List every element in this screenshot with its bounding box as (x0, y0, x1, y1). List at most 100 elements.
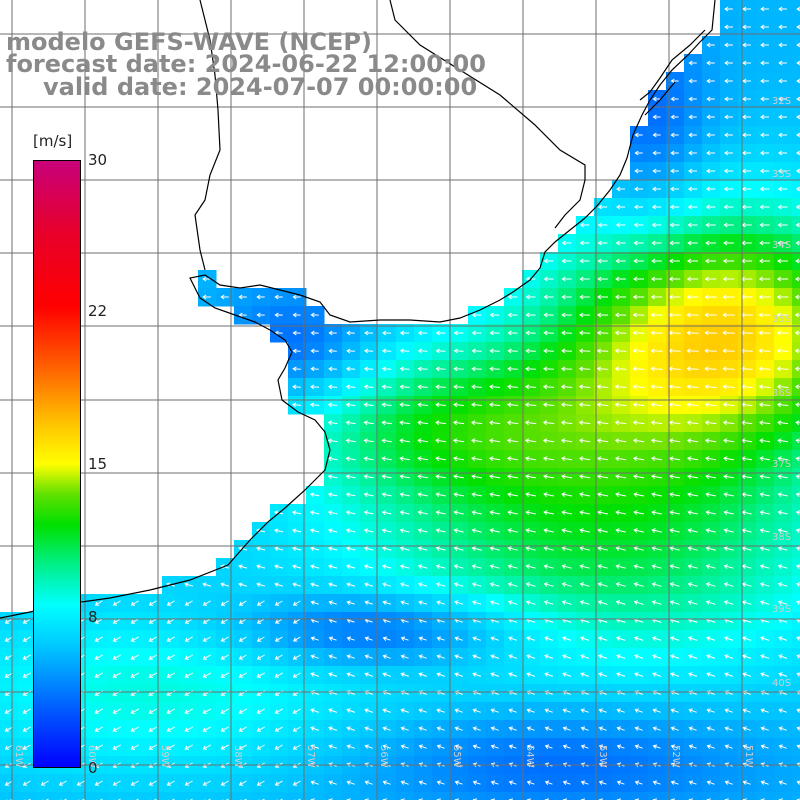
wind-arrow (166, 780, 175, 786)
longitude-label: 58W (232, 745, 243, 768)
wind-arrow (759, 564, 770, 569)
wind-arrow (723, 474, 734, 479)
field-cell (414, 792, 433, 800)
wind-arrow (130, 636, 139, 642)
wind-arrow (796, 42, 800, 48)
wind-arrow (652, 726, 661, 731)
wind-arrow (489, 600, 500, 605)
wind-arrow (274, 636, 283, 642)
wind-arrow (507, 294, 518, 300)
wind-arrow (777, 420, 789, 426)
wind-arrow (759, 474, 770, 480)
wind-arrow (256, 726, 265, 732)
wind-arrow (382, 744, 391, 749)
field-cell (792, 738, 800, 757)
field-cell (486, 792, 505, 800)
wind-arrow (345, 420, 356, 426)
wind-arrow (669, 186, 680, 192)
wind-arrow (795, 420, 800, 426)
wind-arrow (399, 528, 410, 533)
field-cell (324, 792, 343, 800)
wind-arrow (382, 582, 392, 587)
wind-arrow (364, 582, 374, 587)
longitude-label: 54W (524, 745, 535, 768)
wind-arrow (435, 510, 446, 515)
wind-arrow (596, 474, 609, 479)
wind-arrow (328, 654, 337, 659)
wind-arrow (578, 348, 591, 354)
wind-arrow (758, 312, 771, 318)
wind-arrow (327, 474, 338, 480)
wind-arrow (166, 618, 175, 624)
wind-arrow (184, 654, 193, 660)
forecast-date: forecast date: 2024-06-22 12:00:00 (6, 50, 486, 78)
wind-arrow (381, 510, 392, 515)
wind-arrow (724, 24, 733, 30)
wind-arrow (418, 636, 427, 641)
wind-arrow (471, 582, 482, 587)
wind-arrow (651, 204, 662, 210)
wind-arrow (614, 402, 627, 408)
wind-arrow (4, 618, 13, 624)
wind-arrow (543, 384, 555, 390)
wind-arrow (633, 582, 644, 587)
wind-arrow (436, 672, 445, 677)
field-cell (792, 774, 800, 793)
wind-arrow (220, 654, 229, 660)
wind-arrow (597, 564, 608, 569)
wind-arrow (760, 726, 769, 731)
wind-arrow (776, 366, 789, 372)
wind-arrow (489, 312, 500, 318)
wind-arrow (256, 546, 266, 552)
wind-arrow (292, 582, 302, 587)
wind-arrow (327, 420, 338, 426)
wind-arrow (310, 708, 320, 713)
wind-arrow (526, 672, 536, 677)
wind-arrow (130, 780, 139, 786)
wind-arrow (615, 258, 626, 264)
wind-arrow (670, 132, 679, 138)
wind-arrow (292, 312, 301, 318)
wind-arrow (723, 168, 734, 174)
wind-arrow (220, 726, 229, 732)
wind-arrow (184, 708, 194, 714)
wind-arrow (580, 654, 590, 659)
wind-arrow (615, 456, 627, 461)
wind-arrow (777, 168, 788, 174)
wind-arrow (688, 726, 697, 731)
wind-arrow (578, 420, 591, 426)
wind-arrow (400, 708, 409, 713)
longitude-label: 57W (305, 745, 316, 768)
wind-arrow (722, 276, 735, 282)
wind-arrow (760, 24, 769, 30)
wind-arrow (579, 600, 590, 605)
wind-arrow (202, 780, 211, 786)
wind-arrow (508, 708, 517, 713)
wind-arrow (346, 654, 355, 659)
wind-arrow (596, 312, 609, 318)
wind-arrow (686, 420, 699, 426)
wind-arrow (777, 564, 788, 569)
wind-arrow (668, 456, 681, 461)
wind-arrow (94, 636, 103, 642)
wind-arrow (615, 510, 626, 515)
wind-arrow (724, 114, 733, 120)
wind-arrow (688, 672, 698, 677)
wind-arrow (94, 600, 103, 606)
wind-arrow (670, 654, 680, 659)
wind-arrow (688, 114, 697, 120)
wind-arrow (524, 438, 537, 444)
wind-arrow (400, 582, 410, 587)
wind-arrow (615, 222, 626, 228)
wind-arrow (704, 366, 717, 372)
wind-arrow (417, 420, 428, 426)
wind-arrow (596, 402, 609, 408)
wind-arrow (453, 528, 464, 533)
wind-arrow (418, 744, 427, 749)
wind-arrow (742, 708, 751, 713)
wind-arrow (400, 636, 409, 642)
wind-arrow (220, 618, 229, 624)
wind-arrow (686, 276, 699, 282)
wind-arrow (795, 168, 800, 174)
wind-arrow (58, 780, 67, 786)
